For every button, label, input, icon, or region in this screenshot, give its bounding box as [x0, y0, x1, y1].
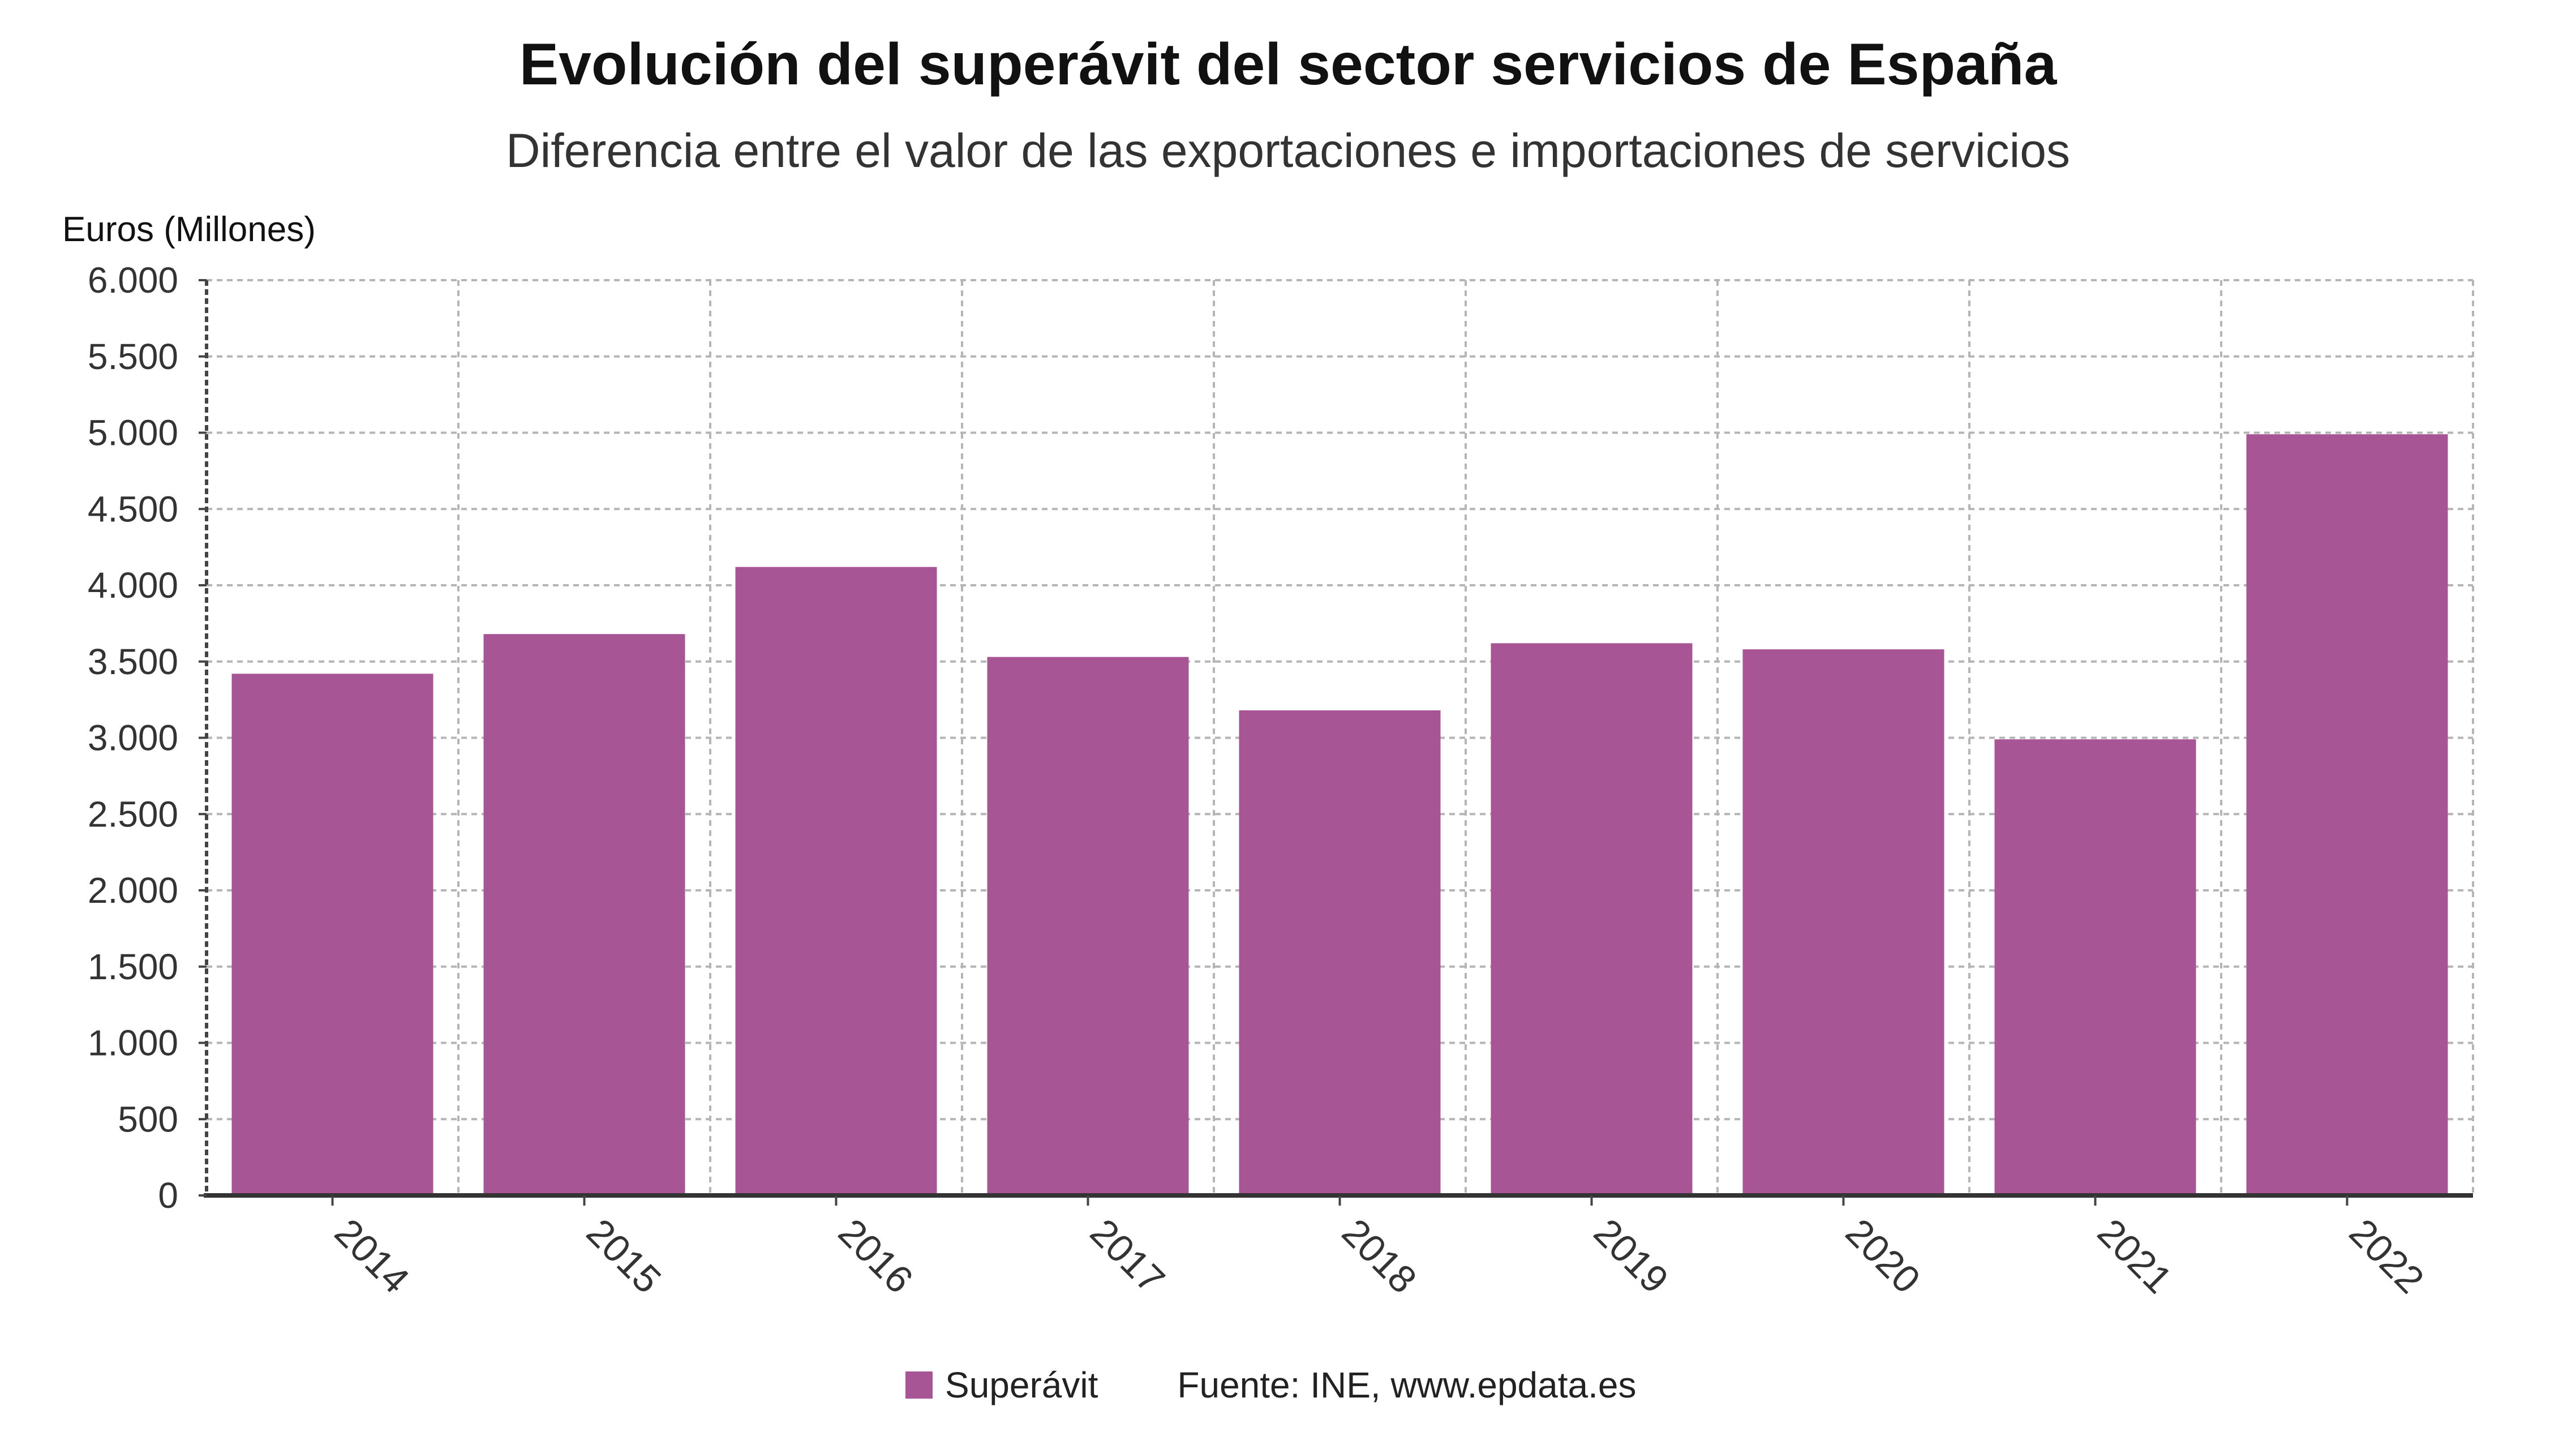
legend-label: Superávit: [945, 1365, 1098, 1405]
y-tick-label: 2.000: [88, 870, 178, 911]
y-tick-label: 1.500: [88, 946, 178, 987]
chart-subtitle: Diferencia entre el valor de las exporta…: [505, 124, 2071, 177]
x-tick-label: 2019: [1586, 1211, 1677, 1302]
bar-chart: 0 500 1.000 1.500 2.000 2.500 3.000 3.500 4.000 4…: [88, 260, 2474, 1302]
source-note: Fuente: INE, www.epdata.es: [1177, 1365, 1637, 1405]
x-tick-label: 2015: [578, 1211, 669, 1302]
legend: Superávit Fuente: INE, www.epdata.es: [905, 1364, 1636, 1406]
y-tick-label: 1.000: [88, 1023, 178, 1064]
bar-2018: [1239, 710, 1441, 1195]
x-tick-label: 2020: [1837, 1211, 1929, 1302]
x-tick-label: 2017: [1082, 1211, 1173, 1302]
x-tick-label: 2022: [2341, 1211, 2432, 1302]
y-tick-label: 500: [118, 1099, 178, 1139]
y-tick-label: 2.500: [88, 794, 178, 834]
bar-2021: [1994, 739, 2196, 1195]
x-tick-label: 2018: [1334, 1211, 1425, 1302]
y-tick-label: 3.000: [88, 718, 178, 758]
y-tick-label: 4.000: [88, 565, 178, 606]
legend-swatch: [905, 1371, 933, 1399]
y-tick-label: 0: [158, 1175, 178, 1216]
x-tick-label: 2014: [327, 1211, 418, 1302]
bar-2014: [231, 674, 433, 1195]
bar-2015: [483, 634, 685, 1195]
y-tick-label: 5.500: [88, 336, 178, 377]
y-axis-label: Euros (Millones): [62, 210, 316, 249]
bar-2020: [1742, 649, 1944, 1195]
y-tick-label: 4.500: [88, 488, 178, 529]
y-tick-label: 6.000: [88, 260, 178, 301]
chart-title: Evolución del superávit del sector servi…: [519, 32, 2057, 97]
bar-2016: [735, 567, 937, 1196]
bar-2017: [987, 657, 1189, 1195]
bar-2022: [2246, 434, 2448, 1195]
y-tick-label: 3.500: [88, 641, 178, 682]
bar-2019: [1491, 643, 1693, 1195]
x-tick-label: 2021: [2089, 1211, 2180, 1302]
x-tick-label: 2016: [830, 1211, 921, 1302]
y-tick-label: 5.000: [88, 413, 178, 453]
